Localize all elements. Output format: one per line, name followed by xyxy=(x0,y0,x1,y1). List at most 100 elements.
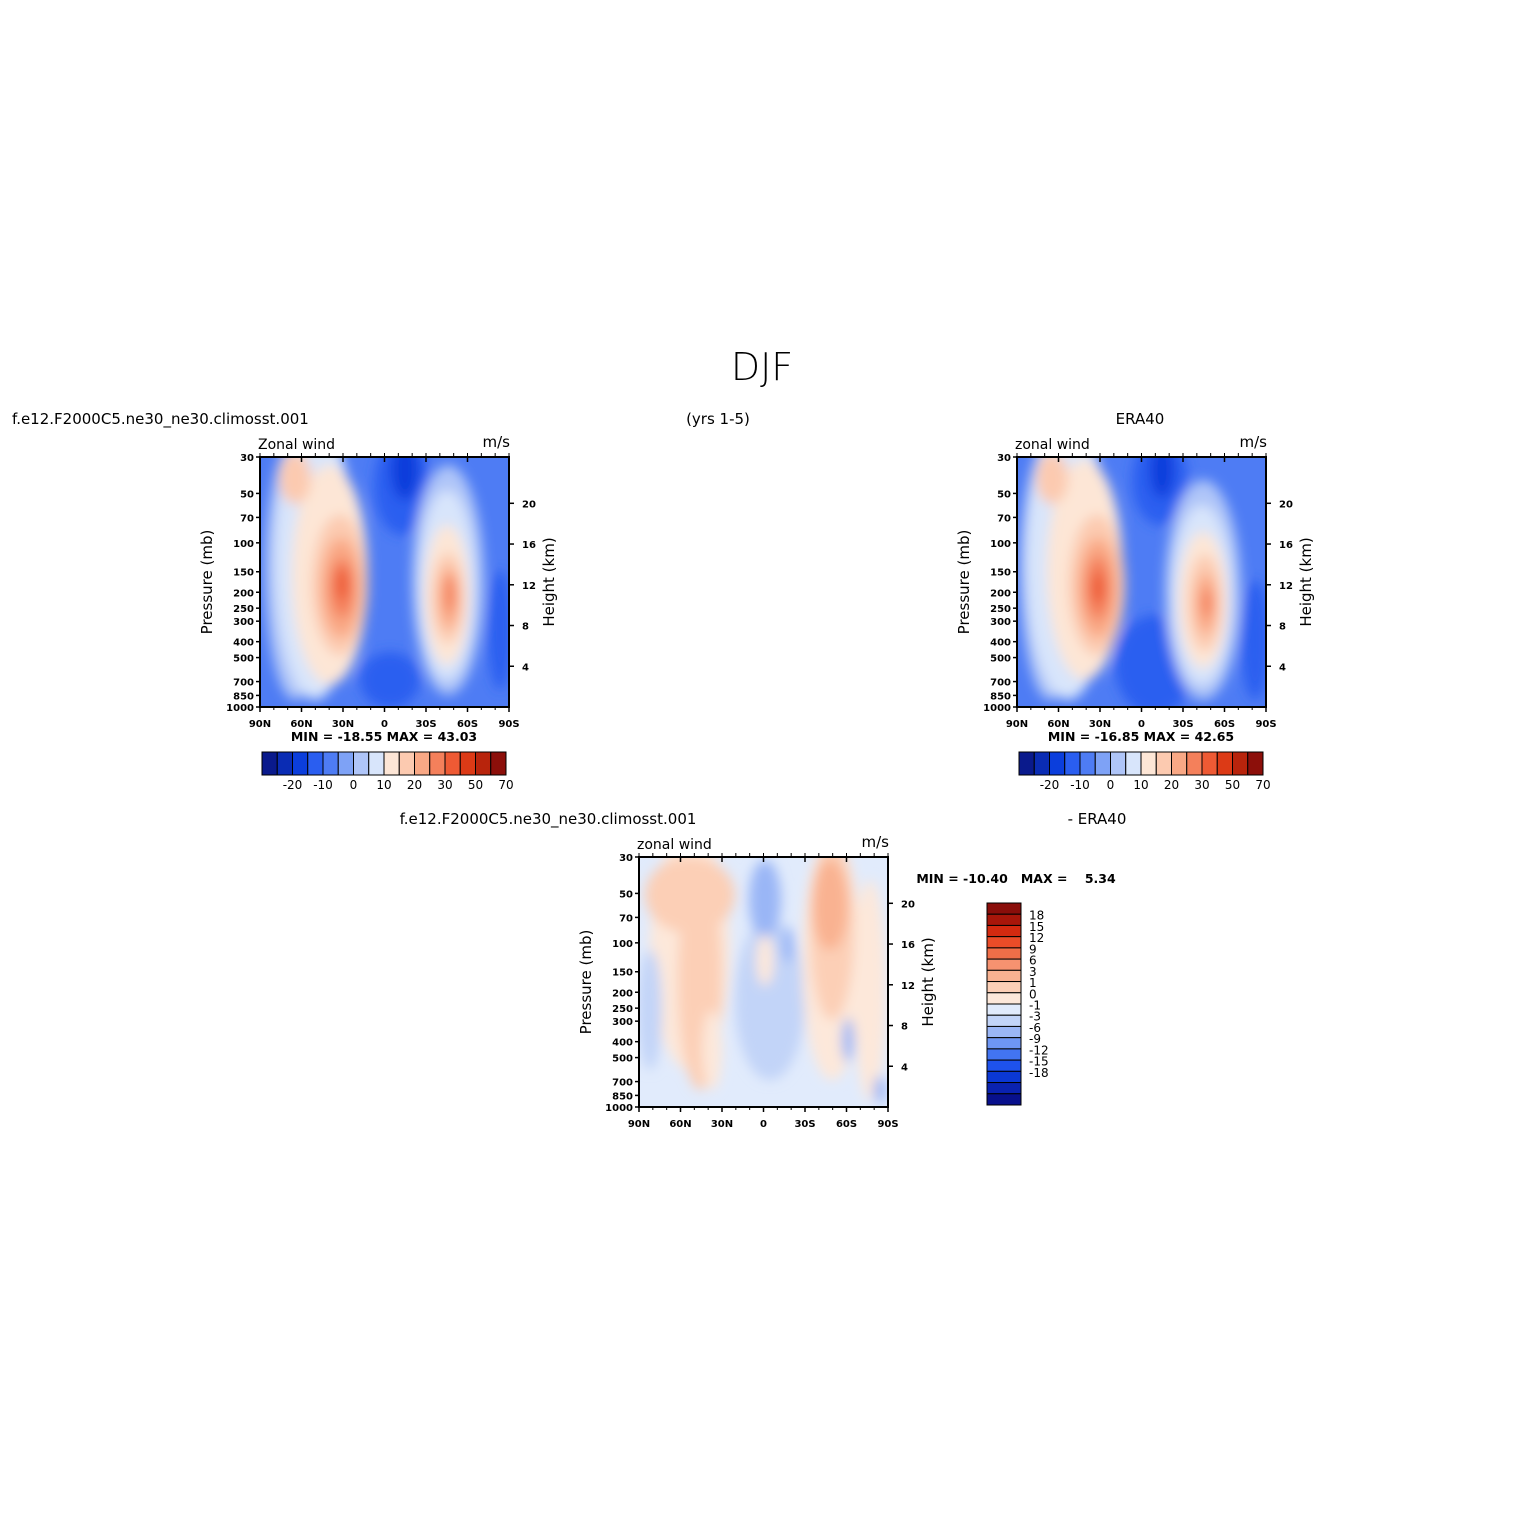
model-lattick-label: 30N xyxy=(332,719,354,730)
model-ptick-label: 400 xyxy=(233,638,254,649)
model-colorbar: -20 -10 0 10 20 30 50 70 xyxy=(261,751,514,792)
obs-lattick-label: 0 xyxy=(1138,719,1145,730)
diff-colorbar-label: 15 xyxy=(1029,920,1044,934)
obs-colorbar-label: 10 xyxy=(1133,778,1148,792)
diff-htick-label: 16 xyxy=(901,940,915,951)
model-lattick-label: 60S xyxy=(457,719,478,730)
diff-ptick-label: 700 xyxy=(612,1078,633,1089)
obs-lattick-label: 60N xyxy=(1047,719,1069,730)
diff-ptick-label: 850 xyxy=(612,1091,633,1102)
diff-colorbar-box xyxy=(986,902,1022,915)
obs-ptick-label: 100 xyxy=(990,539,1011,550)
diff-colorbar-box xyxy=(986,947,1022,960)
obs-colorbar-box xyxy=(1247,751,1264,776)
model-colorbar-box xyxy=(292,751,309,776)
diff-header-right: - ERA40 xyxy=(1068,810,1127,828)
left-header: f.e12.F2000C5.ne30_ne30.climosst.001 xyxy=(12,410,309,429)
diff-header-left: f.e12.F2000C5.ne30_ne30.climosst.001 xyxy=(400,810,697,829)
model-colorbar-label: 50 xyxy=(468,778,483,792)
model-colorbar-box xyxy=(459,751,476,776)
diff-colorbar-box xyxy=(986,1037,1022,1050)
diff-colorbar-label: 9 xyxy=(1029,942,1037,956)
model-colorbar-box xyxy=(475,751,492,776)
diff-colorbar-label: -12 xyxy=(1029,1043,1049,1057)
model-ptick-label: 100 xyxy=(233,539,254,550)
model-ptick-label: 500 xyxy=(233,654,254,665)
model-lattick-label: 0 xyxy=(381,719,388,730)
obs-colorbar-box xyxy=(1186,751,1203,776)
obs-minmax: MIN = -16.85 MAX = 42.65 xyxy=(1048,729,1234,744)
obs-htick-label: 8 xyxy=(1279,622,1286,633)
model-ptick-label: 150 xyxy=(233,568,254,579)
obs-ylabel: Pressure (mb) xyxy=(955,530,973,635)
diff-htick-label: 8 xyxy=(901,1022,908,1033)
obs-colorbar-box xyxy=(1110,751,1127,776)
diff-ptick-label: 30 xyxy=(619,853,633,864)
model-ptick-label: 850 xyxy=(233,691,254,702)
obs-colorbar-box xyxy=(1018,751,1035,776)
diff-contour-field xyxy=(639,857,888,1107)
diff-colorbar-label: 12 xyxy=(1029,931,1044,945)
diff-units: m/s xyxy=(862,833,890,851)
diff-colorbar-label: 6 xyxy=(1029,954,1037,968)
model-colorbar-box xyxy=(337,751,354,776)
obs-colorbar-label: 0 xyxy=(1107,778,1115,792)
diff-colorbar-box xyxy=(986,1025,1022,1039)
model-colorbar-label: 20 xyxy=(407,778,422,792)
obs-colorbar-box xyxy=(1079,751,1096,776)
model-colorbar-label: 10 xyxy=(376,778,391,792)
diff-ptick-label: 50 xyxy=(619,889,633,900)
obs-ptick-label: 500 xyxy=(990,654,1011,665)
model-colorbar-box xyxy=(261,751,278,776)
figure-title: DJF xyxy=(731,345,793,389)
diff-panel: zonal wind m/s Pressure (mb) Height (km)… xyxy=(577,833,1116,1130)
obs-ptick-label: 150 xyxy=(990,568,1011,579)
obs-y2label: Height (km) xyxy=(1297,537,1315,626)
diff-colorbar-box xyxy=(986,981,1022,994)
obs-lattick-label: 90S xyxy=(1255,719,1276,730)
diff-lattick-label: 30N xyxy=(711,1119,733,1130)
model-colorbar-label: -20 xyxy=(283,778,303,792)
obs-htick-label: 4 xyxy=(1279,662,1286,673)
model-colorbar-label: 70 xyxy=(498,778,513,792)
model-colorbar-box xyxy=(322,751,339,776)
obs-colorbar-label: 20 xyxy=(1164,778,1179,792)
obs-units: m/s xyxy=(1240,433,1268,451)
diff-colorbar-box xyxy=(986,1093,1022,1106)
obs-htick-label: 20 xyxy=(1279,499,1293,510)
obs-ptick-label: 400 xyxy=(990,638,1011,649)
model-colorbar-box xyxy=(383,751,400,776)
diff-htick-label: 20 xyxy=(901,899,915,910)
model-colorbar-box xyxy=(353,751,370,776)
obs-ptick-label: 200 xyxy=(990,588,1011,599)
obs-panel: zonal wind m/s Pressure (mb) Height (km)… xyxy=(955,433,1315,792)
diff-ptick-label: 200 xyxy=(612,988,633,999)
obs-colorbar-label: -10 xyxy=(1070,778,1090,792)
model-contour-field xyxy=(260,457,509,707)
obs-colorbar-box xyxy=(1094,751,1111,776)
diff-colorbar-label: -15 xyxy=(1029,1055,1049,1069)
model-y2label: Height (km) xyxy=(540,537,558,626)
diff-colorbar-label: 1 xyxy=(1029,976,1037,990)
diff-lattick-label: 0 xyxy=(760,1119,767,1130)
model-htick-label: 8 xyxy=(522,622,529,633)
model-ptick-label: 200 xyxy=(233,588,254,599)
diff-lattick-label: 90S xyxy=(877,1119,898,1130)
obs-ptick-label: 30 xyxy=(997,453,1011,464)
obs-contour-field xyxy=(1017,457,1266,707)
diff-htick-label: 12 xyxy=(901,981,915,992)
diff-colorbar-box xyxy=(986,913,1022,926)
diff-lattick-label: 30S xyxy=(794,1119,815,1130)
diff-ptick-label: 1000 xyxy=(605,1103,633,1114)
model-colorbar-box xyxy=(368,751,385,776)
obs-colorbar: -20 -10 0 10 20 30 50 70 xyxy=(1018,751,1271,792)
obs-ptick-label: 1000 xyxy=(983,703,1011,714)
obs-lattick-label: 30S xyxy=(1172,719,1193,730)
diff-ptick-label: 250 xyxy=(612,1004,633,1015)
model-colorbar-label: -10 xyxy=(313,778,333,792)
diff-colorbar-box xyxy=(986,1048,1022,1061)
obs-ptick-label: 250 xyxy=(990,604,1011,615)
